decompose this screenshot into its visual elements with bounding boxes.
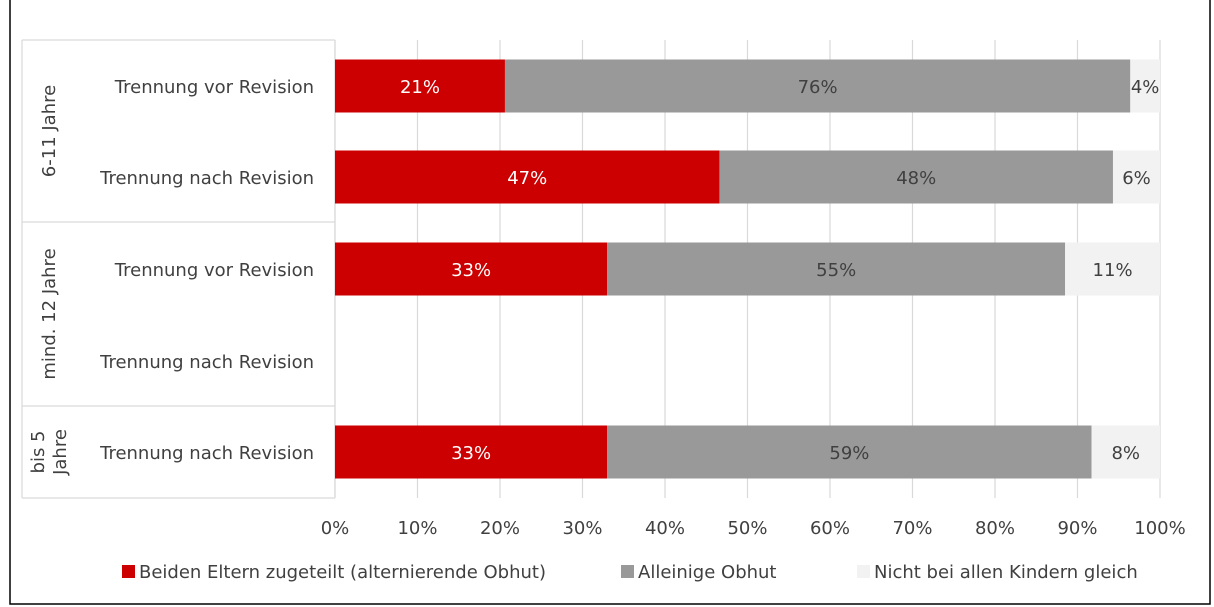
legend-label: Beiden Eltern zugeteilt (alternierende O… [139, 562, 546, 583]
category-labels: Trennung vor Revision Trennung nach Revis… [99, 77, 314, 464]
legend-swatch [122, 565, 135, 578]
group-label: mind. 12 Jahre [39, 248, 60, 379]
bar-data-label: 47% [507, 168, 547, 189]
x-tick-label: 50% [727, 518, 767, 539]
bar-data-label: 33% [451, 443, 491, 464]
group-label-line: mind. 12 Jahre [39, 248, 60, 379]
bar-data-label: 11% [1093, 260, 1133, 281]
category-label: Trennung nach Revision [99, 443, 314, 464]
x-tick-label: 70% [892, 518, 932, 539]
bar-data-label: 59% [829, 443, 869, 464]
bar-segment-3 [1091, 425, 1160, 479]
bar-data-label: 55% [816, 260, 856, 281]
bar-data-label: 8% [1111, 443, 1140, 464]
x-tick-label: 20% [480, 518, 520, 539]
x-tick-label: 30% [562, 518, 602, 539]
bar-segment-2 [504, 59, 1131, 113]
legend-swatch [857, 565, 870, 578]
legend-label: Alleinige Obhut [638, 562, 777, 583]
data-labels: 21% 76% 4% 47% 48% 6% 33% 55% 11% 33% 59% 8% [400, 77, 1159, 464]
chart-frame [9, 0, 1211, 605]
bar-data-label: 48% [896, 168, 936, 189]
group-label: 6-11 Jahre [39, 85, 60, 177]
category-label: Trennung vor Revision [114, 260, 314, 281]
x-tick-label: 0% [321, 518, 350, 539]
bar-data-label: 4% [1131, 77, 1160, 98]
group-label: bis 5Jahre [28, 429, 71, 476]
bar-segment-3 [1112, 150, 1160, 204]
category-label: Trennung vor Revision [114, 77, 314, 98]
bar-segment-2 [607, 242, 1066, 296]
x-tick-label: 100% [1134, 518, 1185, 539]
category-label: Trennung nach Revision [99, 352, 314, 373]
legend-swatch [621, 565, 634, 578]
group-label-line: 6-11 Jahre [39, 85, 60, 177]
x-axis-tick-labels: 0% 10% 20% 30% 40% 50% 60% 70% 80% 90% 100% [321, 518, 1186, 539]
x-tick-label: 80% [975, 518, 1015, 539]
bar-segment-2 [719, 150, 1113, 204]
bar-data-label: 6% [1122, 168, 1151, 189]
x-tick-label: 90% [1057, 518, 1097, 539]
bar-segment-1 [335, 59, 505, 113]
bar-segment-1 [335, 242, 608, 296]
bar-segment-1 [335, 150, 720, 204]
bar-data-label: 76% [798, 77, 838, 98]
legend-label: Nicht bei allen Kindern gleich [874, 562, 1138, 583]
x-tick-label: 40% [645, 518, 685, 539]
legend: Beiden Eltern zugeteilt (alternierende O… [122, 562, 1138, 583]
x-tick-label: 60% [810, 518, 850, 539]
bar-segment-3 [1130, 59, 1160, 113]
bar-segment-1 [335, 425, 608, 479]
bar-data-label: 33% [451, 260, 491, 281]
group-label-line: bis 5 [28, 431, 49, 474]
bar-segment-3 [1065, 242, 1160, 296]
group-labels: 6-11 Jahre mind. 12 Jahre bis 5Jahre [28, 85, 71, 476]
bar-data-label: 21% [400, 77, 440, 98]
x-tick-label: 10% [397, 518, 437, 539]
bars [335, 59, 1160, 479]
bar-segment-2 [607, 425, 1092, 479]
category-label: Trennung nach Revision [99, 168, 314, 189]
group-label-line: Jahre [50, 429, 71, 476]
